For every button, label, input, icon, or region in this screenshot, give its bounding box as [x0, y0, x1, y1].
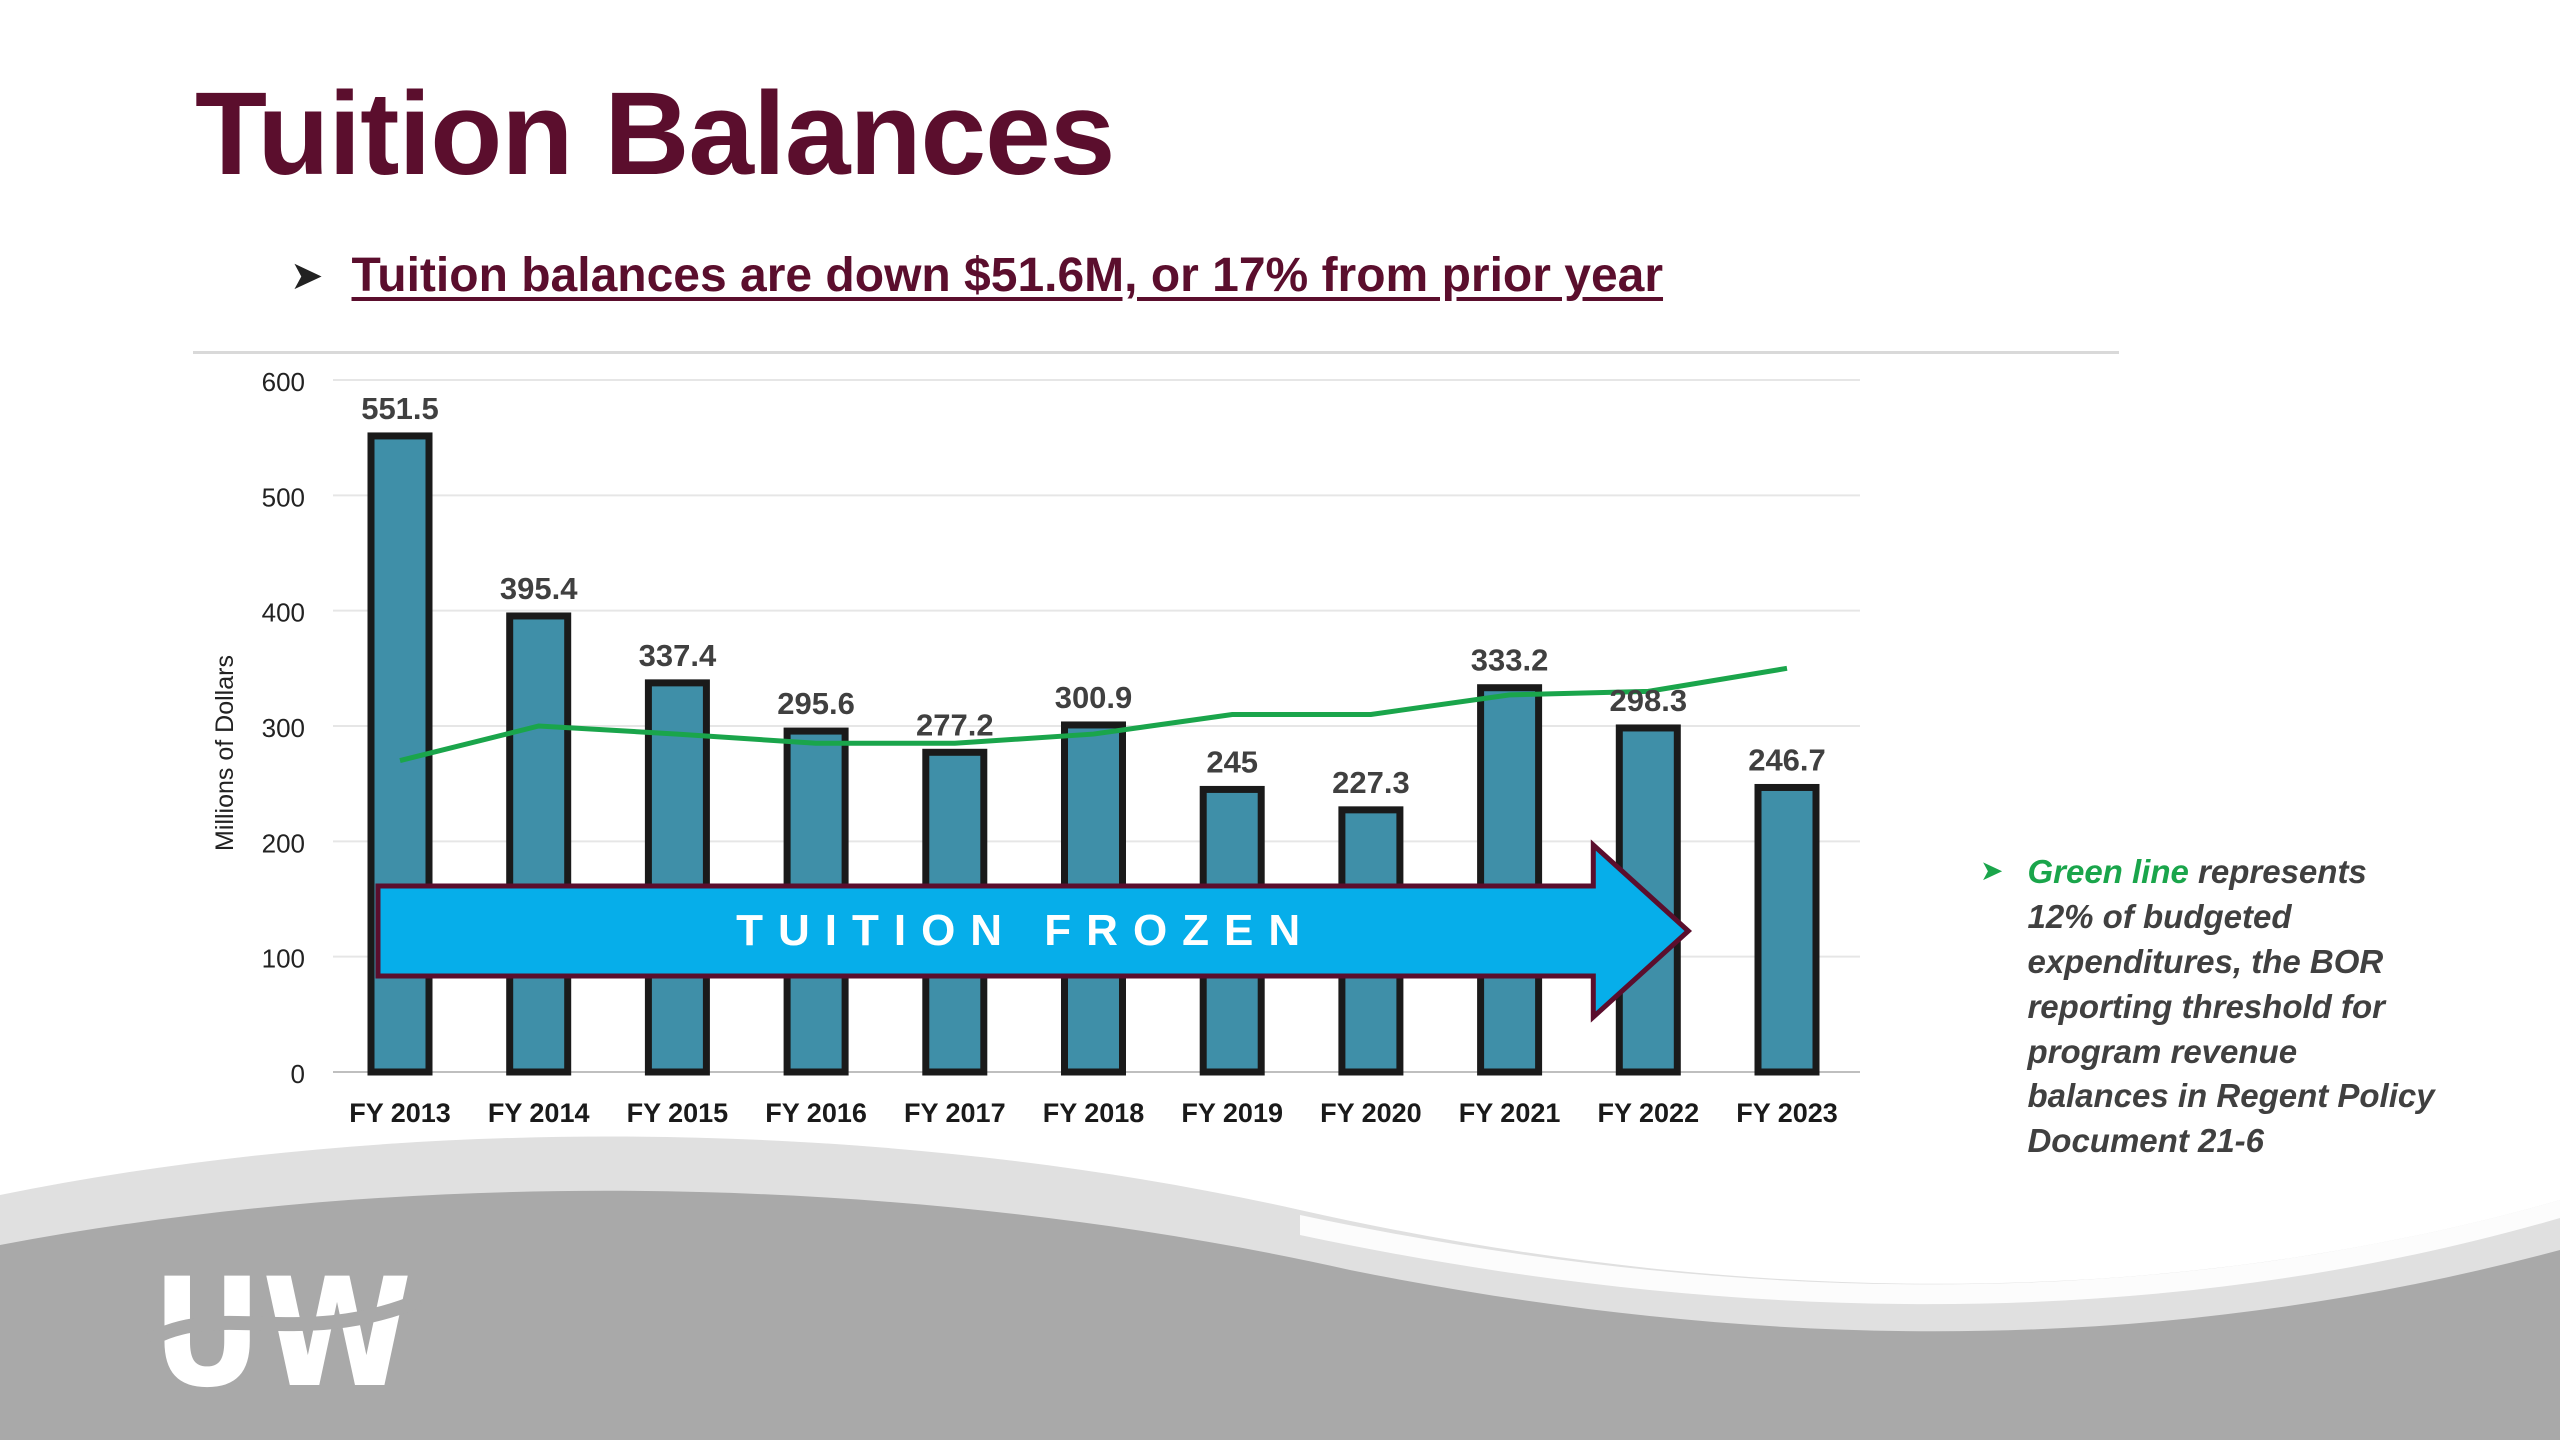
bar-value-label: 395.4 [500, 571, 578, 606]
bar-value-label: 300.9 [1055, 680, 1133, 715]
bar-value-label: 298.3 [1610, 683, 1688, 718]
bar-value-label: 337.4 [639, 638, 717, 673]
bar-value-label: 551.5 [361, 391, 439, 426]
y-tick-label: 600 [262, 367, 305, 397]
uw-logo-text: UW [152, 1247, 412, 1421]
bar-value-label: 295.6 [777, 686, 855, 721]
x-tick-label: FY 2014 [488, 1098, 590, 1128]
x-tick-label: FY 2016 [765, 1098, 867, 1128]
x-tick-label: FY 2022 [1598, 1098, 1700, 1128]
bar-value-label: 246.7 [1748, 742, 1826, 777]
x-tick-label: FY 2021 [1459, 1098, 1561, 1128]
x-tick-label: FY 2013 [349, 1098, 451, 1128]
bar [1754, 783, 1820, 1076]
uw-logo: UW [146, 1247, 423, 1421]
arrow-bullet-icon: ➤ [1980, 855, 2004, 886]
y-tick-label: 400 [262, 598, 305, 628]
y-tick-label: 300 [262, 713, 305, 743]
footer-band-white-stripe [1300, 1200, 2560, 1305]
threshold-note: ➤ Green line represents 12% of budgeted … [1980, 850, 2440, 1164]
y-axis-label: Millions of Dollars [211, 655, 239, 851]
bar-value-label: 333.2 [1471, 643, 1549, 678]
tuition-frozen-arrow [375, 839, 1693, 1023]
x-tick-label: FY 2018 [1043, 1098, 1145, 1128]
threshold-note-text: Green line represents 12% of budgeted ex… [2027, 850, 2440, 1164]
x-tick-label: FY 2020 [1320, 1098, 1422, 1128]
footer-band-dark [0, 1190, 2560, 1440]
slide-title: Tuition Balances [195, 68, 1115, 200]
x-tick-label: FY 2023 [1736, 1098, 1838, 1128]
x-tick-label: FY 2019 [1181, 1098, 1283, 1128]
bar-value-label: 227.3 [1332, 765, 1410, 800]
y-tick-label: 0 [291, 1059, 305, 1089]
x-tick-label: FY 2015 [627, 1098, 729, 1128]
bar-value-label: 277.2 [916, 707, 994, 742]
tuition-frozen-label: TUITION FROZEN [736, 906, 1315, 955]
threshold-line [399, 665, 1788, 764]
y-tick-label: 100 [262, 944, 305, 974]
arrow-bullet-icon: ➤ [290, 253, 324, 298]
subtitle-text: Tuition balances are down $51.6M, or 17%… [351, 249, 1664, 302]
y-tick-label: 200 [262, 828, 305, 858]
divider [193, 351, 2119, 354]
uw-logo-wave [146, 1293, 423, 1347]
bar [1477, 684, 1543, 1076]
note-body: represents 12% of budgeted expenditures,… [2027, 853, 2435, 1160]
bar [644, 679, 710, 1076]
subtitle-bullet: ➤ Tuition balances are down $51.6M, or 1… [290, 248, 1663, 303]
bar-value-label: 245 [1206, 744, 1258, 779]
note-highlight: Green line [2027, 853, 2189, 890]
bar [506, 612, 572, 1076]
x-tick-label: FY 2017 [904, 1098, 1006, 1128]
y-tick-label: 500 [262, 482, 305, 512]
